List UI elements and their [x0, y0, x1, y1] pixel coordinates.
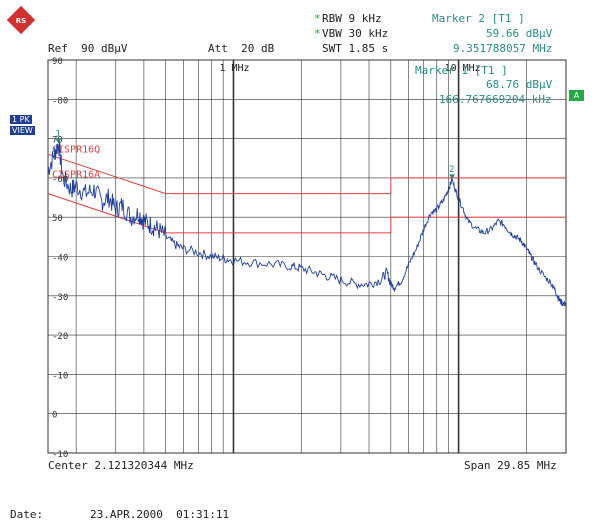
- marker2-level: 59.66 dBµV: [486, 27, 553, 40]
- marker-label: 1: [55, 129, 60, 139]
- trace-mode-badge: VIEW: [10, 126, 35, 135]
- x-tick-label: 1 MHz: [219, 63, 249, 74]
- y-tick-label: 0: [52, 411, 57, 421]
- center-frequency: Center 2.121320344 MHz: [48, 459, 194, 472]
- marker1-level: 68.76 dBµV: [486, 78, 553, 91]
- marker-triangle: [449, 174, 456, 180]
- date-value: 23.APR.2000 01:31:11: [90, 508, 230, 521]
- spectrum-trace: [47, 141, 567, 307]
- limit-line: [47, 193, 566, 234]
- rbw-label: RBW 9 kHz: [322, 12, 382, 25]
- y-tick-label: 50: [52, 214, 63, 224]
- date-label: Date:: [10, 508, 44, 521]
- trace-a-badge: A: [569, 90, 584, 101]
- attenuation: Att 20 dB: [208, 42, 275, 55]
- limit-line: [47, 153, 566, 195]
- y-tick-label: -80: [52, 96, 68, 106]
- y-tick-label: -40: [52, 254, 68, 264]
- vbw-asterisk: *: [314, 27, 321, 40]
- svg-text:RS: RS: [16, 17, 26, 25]
- marker1-frequency: 166.767669204 kHz: [439, 93, 552, 106]
- y-tick-label: -30: [52, 293, 68, 303]
- rohde-schwarz-logo-icon: RS: [6, 5, 36, 35]
- y-tick-label: -10: [52, 450, 68, 460]
- reference-level: Ref 90 dBµV: [48, 42, 128, 55]
- vbw-label: VBW 30 kHz: [322, 27, 389, 40]
- y-tick-label: -60: [52, 175, 68, 185]
- y-tick-label: 90: [52, 57, 63, 67]
- marker2-title: Marker 2 [T1 ]: [432, 12, 525, 25]
- limit-line-label: CISPR16A: [52, 170, 100, 181]
- limit-line-label: CISPR16Q: [52, 144, 100, 155]
- y-tick-label: -10: [52, 371, 68, 381]
- trace-detector-badge: 1 PK: [10, 115, 32, 124]
- marker1-title: Marker 1 [T1 ]: [415, 64, 508, 77]
- span-frequency: Span 29.85 MHz: [464, 459, 557, 472]
- y-tick-label: -20: [52, 332, 68, 342]
- marker-triangle: [55, 138, 62, 144]
- marker2-frequency: 9.351788057 MHz: [453, 42, 553, 55]
- marker-label: 2: [449, 165, 454, 175]
- x-tick-label: 10 MHz: [445, 63, 481, 74]
- sweep-time: SWT 1.85 s: [322, 42, 389, 55]
- rbw-asterisk: *: [314, 12, 321, 25]
